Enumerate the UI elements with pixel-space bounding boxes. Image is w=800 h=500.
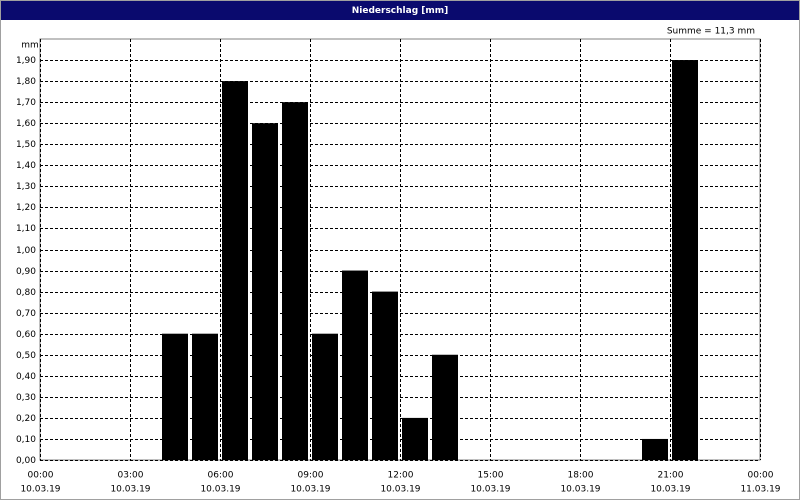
x-tick-date: 10.03.19: [470, 485, 510, 495]
bar: [672, 60, 698, 461]
x-tick-date: 10.03.19: [560, 485, 600, 495]
bar: [282, 102, 308, 461]
y-tick-label: 1,50: [16, 140, 36, 150]
bar: [402, 417, 428, 460]
y-axis-label: mm: [21, 41, 39, 51]
x-tick-date: 11.03.19: [740, 485, 780, 495]
x-tick-date: 10.03.19: [20, 485, 60, 495]
bar: [642, 438, 668, 460]
chart-title: Niederschlag [mm]: [352, 6, 449, 16]
x-tick-date: 10.03.19: [110, 485, 150, 495]
title-bar: [1, 1, 799, 20]
y-tick-label: 0,50: [16, 351, 36, 361]
bar: [372, 291, 398, 460]
x-tick-date: 10.03.19: [650, 485, 690, 495]
y-tick-label: 1,70: [16, 98, 36, 108]
bar: [222, 81, 248, 460]
x-tick-label: 09:00: [298, 471, 324, 481]
y-tick-label: 0,20: [16, 414, 36, 424]
bar: [162, 333, 188, 460]
x-tick-label: 21:00: [658, 471, 684, 481]
x-tick-label: 00:00: [748, 471, 774, 481]
y-tick-label: 1,20: [16, 203, 36, 213]
y-tick-label: 1,80: [16, 77, 36, 87]
bar: [342, 270, 368, 460]
y-tick-label: 0,90: [16, 267, 36, 277]
y-tick-label: 0,40: [16, 372, 36, 382]
x-tick-label: 03:00: [118, 471, 144, 481]
annotation: Summe = 11,3 mm: [667, 27, 755, 37]
y-tick-label: 1,00: [16, 246, 36, 256]
y-tick-label: 0,60: [16, 330, 36, 340]
x-tick-label: 12:00: [388, 471, 414, 481]
y-tick-label: 0,70: [16, 309, 36, 319]
bar: [252, 123, 278, 460]
y-tick-label: 1,60: [16, 119, 36, 129]
y-tick-label: 0,10: [16, 435, 36, 445]
y-tick-label: 0,00: [16, 456, 36, 466]
bar: [192, 333, 218, 460]
x-tick-label: 00:00: [28, 471, 54, 481]
y-tick-label: 1,10: [16, 224, 36, 234]
bar: [432, 354, 458, 460]
y-tick-label: 0,80: [16, 288, 36, 298]
y-tick-label: 1,40: [16, 161, 36, 171]
x-tick-date: 10.03.19: [380, 485, 420, 495]
x-tick-label: 15:00: [478, 471, 504, 481]
x-tick-label: 18:00: [568, 471, 594, 481]
y-tick-label: 1,30: [16, 182, 36, 192]
y-tick-label: 1,90: [16, 56, 36, 66]
y-tick-label: 0,30: [16, 393, 36, 403]
bar: [312, 333, 338, 460]
x-tick-date: 10.03.19: [290, 485, 330, 495]
x-tick-label: 06:00: [208, 471, 234, 481]
x-tick-date: 10.03.19: [200, 485, 240, 495]
